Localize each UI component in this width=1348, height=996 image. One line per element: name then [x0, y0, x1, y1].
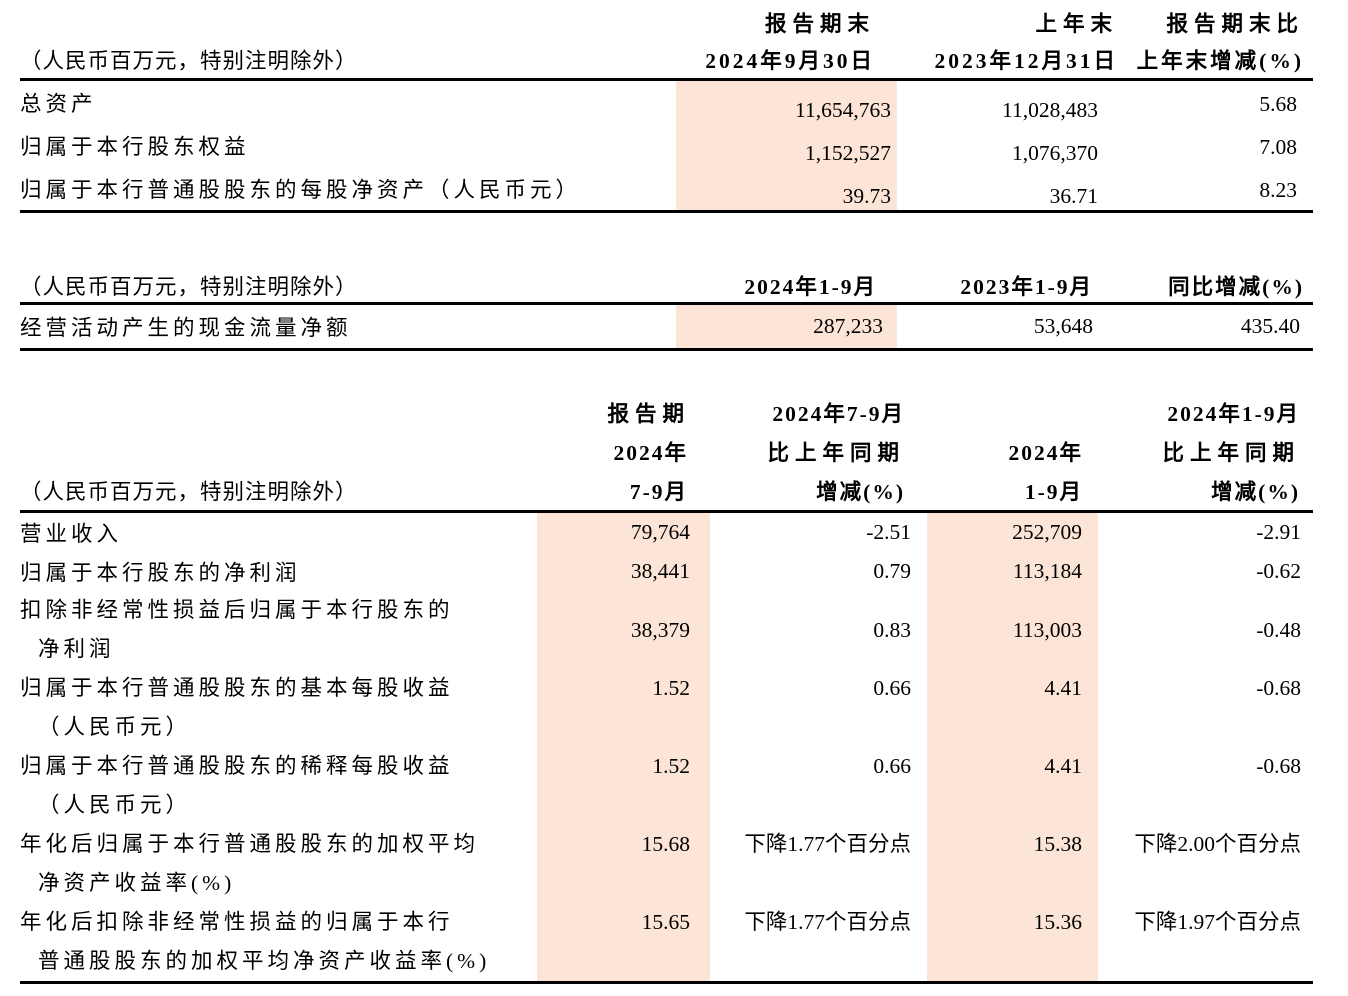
header-current-date: 2024年9月30日 [705, 48, 875, 73]
header-ytd-change-line2: 比上年同期 [1162, 441, 1300, 465]
table-rule [20, 210, 1313, 213]
unit-note: （人民币百万元，特别注明除外） [20, 480, 358, 504]
balance-sheet-table: 报告期末 上年末 报告期末比 （人民币百万元，特别注明除外） 2024年9月30… [20, 4, 1313, 213]
value-cell: 287,233 [676, 305, 897, 348]
value-cell: 0.79 [873, 559, 911, 583]
spacer-cell [20, 393, 537, 432]
row-label-annualized-roe-excl-nonrecurring: 年化后扣除非经常性损益的归属于本行 普通股股东的加权平均净资产收益率(%) [20, 910, 491, 973]
header-change: 报告期末比 [1166, 11, 1304, 36]
header-q3-change-line1: 2024年7-9月 [772, 402, 905, 426]
table-rule [20, 981, 1313, 984]
header-q3-line3: 7-9月 [629, 480, 688, 504]
row-label-net-profit-excl-nonrecurring: 扣除非经常性损益后归属于本行股东的 净利润 [20, 598, 454, 661]
header-change-label: 上年末增减(%) [1136, 48, 1304, 73]
value-cell: 11,028,483 [1002, 98, 1098, 122]
value-cell: -2.91 [1256, 520, 1301, 544]
value-cell: 113,184 [927, 552, 1098, 591]
value-cell: 1.52 [537, 747, 710, 825]
row-label-equity: 归属于本行股东权益 [20, 135, 250, 159]
value-cell: 下降1.77个百分点 [744, 910, 911, 934]
cash-flow-table: （人民币百万元，特别注明除外） 2024年1-9月 2023年1-9月 同比增减… [20, 268, 1313, 351]
unit-note: （人民币百万元，特别注明除外） [20, 48, 358, 73]
value-cell: 113,003 [927, 591, 1098, 669]
header-current-period: 报告期末 [764, 11, 875, 36]
value-cell: 36.71 [1049, 184, 1098, 208]
row-label-operating-income: 营业收入 [20, 522, 123, 546]
value-cell: 79,764 [537, 513, 710, 552]
header-prior-year-end: 上年末 [1035, 11, 1118, 36]
value-cell: -0.62 [1256, 559, 1301, 583]
table-rule [20, 78, 1313, 81]
row-label-basic-eps: 归属于本行普通股股东的基本每股收益 （人民币元） [20, 676, 454, 739]
value-cell: 下降2.00个百分点 [1134, 832, 1301, 856]
row-label-net-profit: 归属于本行股东的净利润 [20, 561, 301, 585]
table-rule [20, 348, 1313, 351]
value-cell: -0.48 [1256, 617, 1301, 642]
header-prior-date: 2023年12月31日 [934, 48, 1118, 73]
value-cell: 38,441 [537, 552, 710, 591]
income-statement-table: 报告期 2024年7-9月 2024年1-9月 2024年 比上年同期 2024… [20, 393, 1313, 984]
value-cell: -2.51 [866, 520, 911, 544]
value-cell: -0.68 [1256, 754, 1301, 778]
value-cell: 15.36 [927, 903, 1098, 981]
value-cell: 1,076,370 [1012, 141, 1098, 165]
spacer-cell [20, 432, 537, 471]
value-cell: 0.83 [873, 617, 911, 642]
row-label-total-assets: 总资产 [20, 92, 97, 116]
value-cell: 252,709 [927, 513, 1098, 552]
table-rule [20, 302, 1313, 305]
row-label-annualized-roe: 年化后归属于本行普通股股东的加权平均 净资产收益率(%) [20, 832, 480, 895]
header-q3-line2: 2024年 [613, 441, 688, 465]
value-cell: 5.68 [1259, 92, 1297, 116]
value-cell: 下降1.97个百分点 [1134, 910, 1301, 934]
value-cell: 15.38 [927, 825, 1098, 903]
value-cell: 1,152,527 [676, 124, 897, 167]
table-rule [20, 510, 1313, 513]
header-q3-change-line3: 增减(%) [816, 480, 905, 504]
value-cell: 8.23 [1259, 178, 1297, 202]
value-cell: 15.68 [537, 825, 710, 903]
value-cell: 435.40 [1240, 314, 1300, 338]
value-cell: -0.68 [1256, 676, 1301, 700]
header-ytd-change-line3: 增减(%) [1211, 480, 1300, 504]
spacer-cell [20, 4, 676, 40]
value-cell: 4.41 [927, 669, 1098, 747]
unit-note: （人民币百万元，特别注明除外） [20, 274, 358, 299]
row-label-net-assets-per-share: 归属于本行普通股股东的每股净资产（人民币元） [20, 178, 582, 202]
header-yoy-change: 同比增减(%) [1168, 274, 1304, 299]
value-cell: 53,648 [1033, 314, 1093, 338]
row-label-diluted-eps: 归属于本行普通股股东的稀释每股收益 （人民币元） [20, 754, 454, 817]
value-cell: 15.65 [537, 903, 710, 981]
value-cell: 4.41 [927, 747, 1098, 825]
value-cell: 0.66 [873, 676, 911, 700]
value-cell: 0.66 [873, 754, 911, 778]
header-ytd-change-line1: 2024年1-9月 [1167, 402, 1300, 426]
header-ytd-line1 [927, 393, 1098, 432]
value-cell: 38,379 [537, 591, 710, 669]
row-label-operating-cash-flow: 经营活动产生的现金流量净额 [20, 316, 352, 340]
header-2023-ytd: 2023年1-9月 [960, 274, 1093, 299]
header-q3-change-line2: 比上年同期 [767, 441, 905, 465]
value-cell: 7.08 [1259, 135, 1297, 159]
header-ytd-line2: 2024年 [1008, 441, 1083, 465]
value-cell: 1.52 [537, 669, 710, 747]
header-q3-line1: 报告期 [607, 402, 690, 426]
value-cell: 下降1.77个百分点 [744, 832, 911, 856]
value-cell: 39.73 [676, 167, 897, 210]
value-cell: 11,654,763 [676, 81, 897, 124]
header-ytd-line3: 1-9月 [1024, 480, 1083, 504]
header-2024-ytd: 2024年1-9月 [744, 274, 877, 299]
